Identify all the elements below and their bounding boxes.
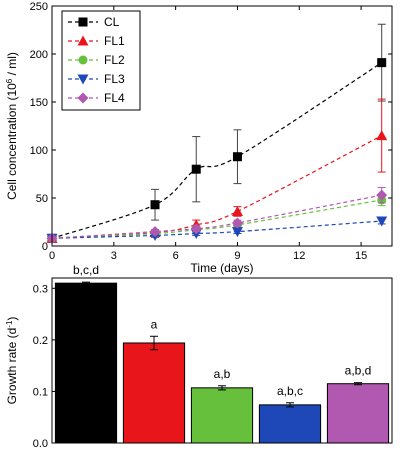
series-fl2 bbox=[47, 193, 387, 243]
bar bbox=[122, 342, 186, 444]
concentration-chart: 0 3 6 9 12 15 0 50 100 150 200 250 Time (days) Cel… bbox=[5, 1, 393, 275]
data-point bbox=[190, 223, 202, 235]
concentration-x-axis-label: Time (days) bbox=[191, 261, 254, 275]
growth-rate-y-tick-label: 0.3 bbox=[33, 283, 48, 295]
series-line-fl2 bbox=[51, 199, 382, 239]
legend-label: FL2 bbox=[104, 53, 125, 67]
legend-marker bbox=[77, 35, 89, 46]
growth-rate-y-tick-label: 0.2 bbox=[33, 335, 48, 347]
concentration-plot-frame bbox=[51, 5, 393, 247]
growth-rate-y-tick-label: 0.0 bbox=[33, 438, 48, 450]
significance-annotation: b,c,d bbox=[73, 263, 99, 277]
growth-rate-y-axis-label-sup: -1 bbox=[5, 320, 14, 328]
growth-rate-bars: b,c,d a a,b a,b,c a,b,d bbox=[54, 263, 390, 444]
growth-rate-y-axis-label: Growth rate (d-1) bbox=[5, 317, 20, 405]
bar-group-fl1: a bbox=[122, 317, 186, 444]
data-point bbox=[149, 226, 161, 238]
legend-entry-fl1: FL1 bbox=[68, 34, 125, 48]
series-fl4 bbox=[46, 186, 388, 244]
bar bbox=[326, 383, 390, 444]
series-line-fl1 bbox=[51, 135, 382, 239]
series-line-fl4 bbox=[51, 194, 382, 239]
significance-annotation: a,b,c bbox=[277, 384, 303, 398]
legend-label: FL1 bbox=[104, 34, 125, 48]
bar bbox=[54, 282, 118, 444]
legend-entry-fl3: FL3 bbox=[68, 72, 125, 86]
concentration-x-tick-label: 3 bbox=[111, 250, 117, 262]
growth-rate-y-axis-label-main: Growth rate (d bbox=[5, 328, 19, 405]
bar-group-fl4: a,b,d bbox=[326, 364, 390, 444]
data-point bbox=[150, 200, 160, 210]
legend-marker bbox=[77, 74, 89, 85]
concentration-y-axis-label: Cell concentration (106 / ml) bbox=[5, 52, 20, 200]
legend-box bbox=[61, 10, 141, 111]
bar-group-cl: b,c,d bbox=[54, 263, 118, 444]
series-line-cl bbox=[51, 62, 383, 239]
concentration-y-axis-label-main: Cell concentration (10 bbox=[5, 83, 19, 200]
concentration-y-axis-label-tail: / ml) bbox=[5, 52, 19, 79]
series-line-fl3 bbox=[51, 220, 382, 239]
concentration-y-axis-label-sup: 6 bbox=[5, 78, 14, 83]
series-cl bbox=[47, 23, 387, 243]
legend-entry-fl2: FL2 bbox=[68, 53, 125, 67]
data-point bbox=[231, 227, 243, 238]
legend: CL FL1 FL2 FL3 FL4 bbox=[61, 10, 141, 111]
concentration-y-tick-label: 150 bbox=[30, 97, 48, 109]
concentration-x-tick-label: 0 bbox=[49, 250, 55, 262]
data-point bbox=[232, 152, 242, 162]
concentration-x-tick-label: 12 bbox=[293, 250, 305, 262]
legend-marker bbox=[78, 17, 88, 27]
concentration-y-ticks: 0 50 100 150 200 250 bbox=[30, 1, 392, 253]
data-point bbox=[231, 217, 243, 229]
bar bbox=[190, 387, 254, 444]
bar-group-fl3: a,b,c bbox=[258, 384, 322, 444]
concentration-y-tick-label: 100 bbox=[30, 145, 48, 157]
legend-label: FL3 bbox=[104, 72, 125, 86]
concentration-x-tick-label: 15 bbox=[355, 250, 367, 262]
series-fl3 bbox=[46, 216, 388, 244]
concentration-series-group bbox=[46, 23, 388, 244]
legend-label: FL4 bbox=[104, 91, 125, 105]
legend-entry-cl: CL bbox=[68, 15, 120, 29]
concentration-x-tick-label: 6 bbox=[173, 250, 179, 262]
concentration-y-tick-label: 0 bbox=[42, 241, 48, 253]
legend-label: CL bbox=[104, 15, 120, 29]
data-point bbox=[376, 189, 388, 201]
concentration-y-tick-label: 50 bbox=[36, 193, 48, 205]
legend-entry-fl4: FL4 bbox=[68, 91, 125, 105]
data-point bbox=[191, 164, 201, 174]
growth-rate-plot-frame bbox=[51, 277, 393, 444]
growth-rate-y-ticks: 0.0 0.1 0.2 0.3 bbox=[33, 283, 56, 450]
concentration-y-tick-label: 250 bbox=[30, 1, 48, 13]
significance-annotation: a bbox=[151, 317, 158, 331]
concentration-x-ticks: 0 3 6 9 12 15 bbox=[49, 6, 367, 262]
legend-marker bbox=[78, 55, 88, 65]
bar-group-fl2: a,b bbox=[190, 367, 254, 444]
legend-marker bbox=[77, 92, 89, 104]
data-point bbox=[377, 58, 387, 68]
concentration-y-tick-label: 200 bbox=[30, 49, 48, 61]
series-fl1 bbox=[46, 98, 388, 243]
data-point bbox=[376, 130, 388, 141]
growth-rate-chart: b,c,d a a,b a,b,c a,b,d 0.0 0.1 0.2 0.3 Growth … bbox=[5, 263, 393, 450]
bar bbox=[258, 404, 322, 444]
growth-rate-y-tick-label: 0.1 bbox=[33, 386, 48, 398]
data-point bbox=[231, 205, 243, 216]
significance-annotation: a,b,d bbox=[345, 364, 372, 378]
concentration-x-tick-label: 9 bbox=[234, 250, 240, 262]
data-point bbox=[376, 216, 388, 227]
growth-rate-y-axis-label-tail: ) bbox=[5, 317, 19, 321]
significance-annotation: a,b bbox=[214, 367, 231, 381]
